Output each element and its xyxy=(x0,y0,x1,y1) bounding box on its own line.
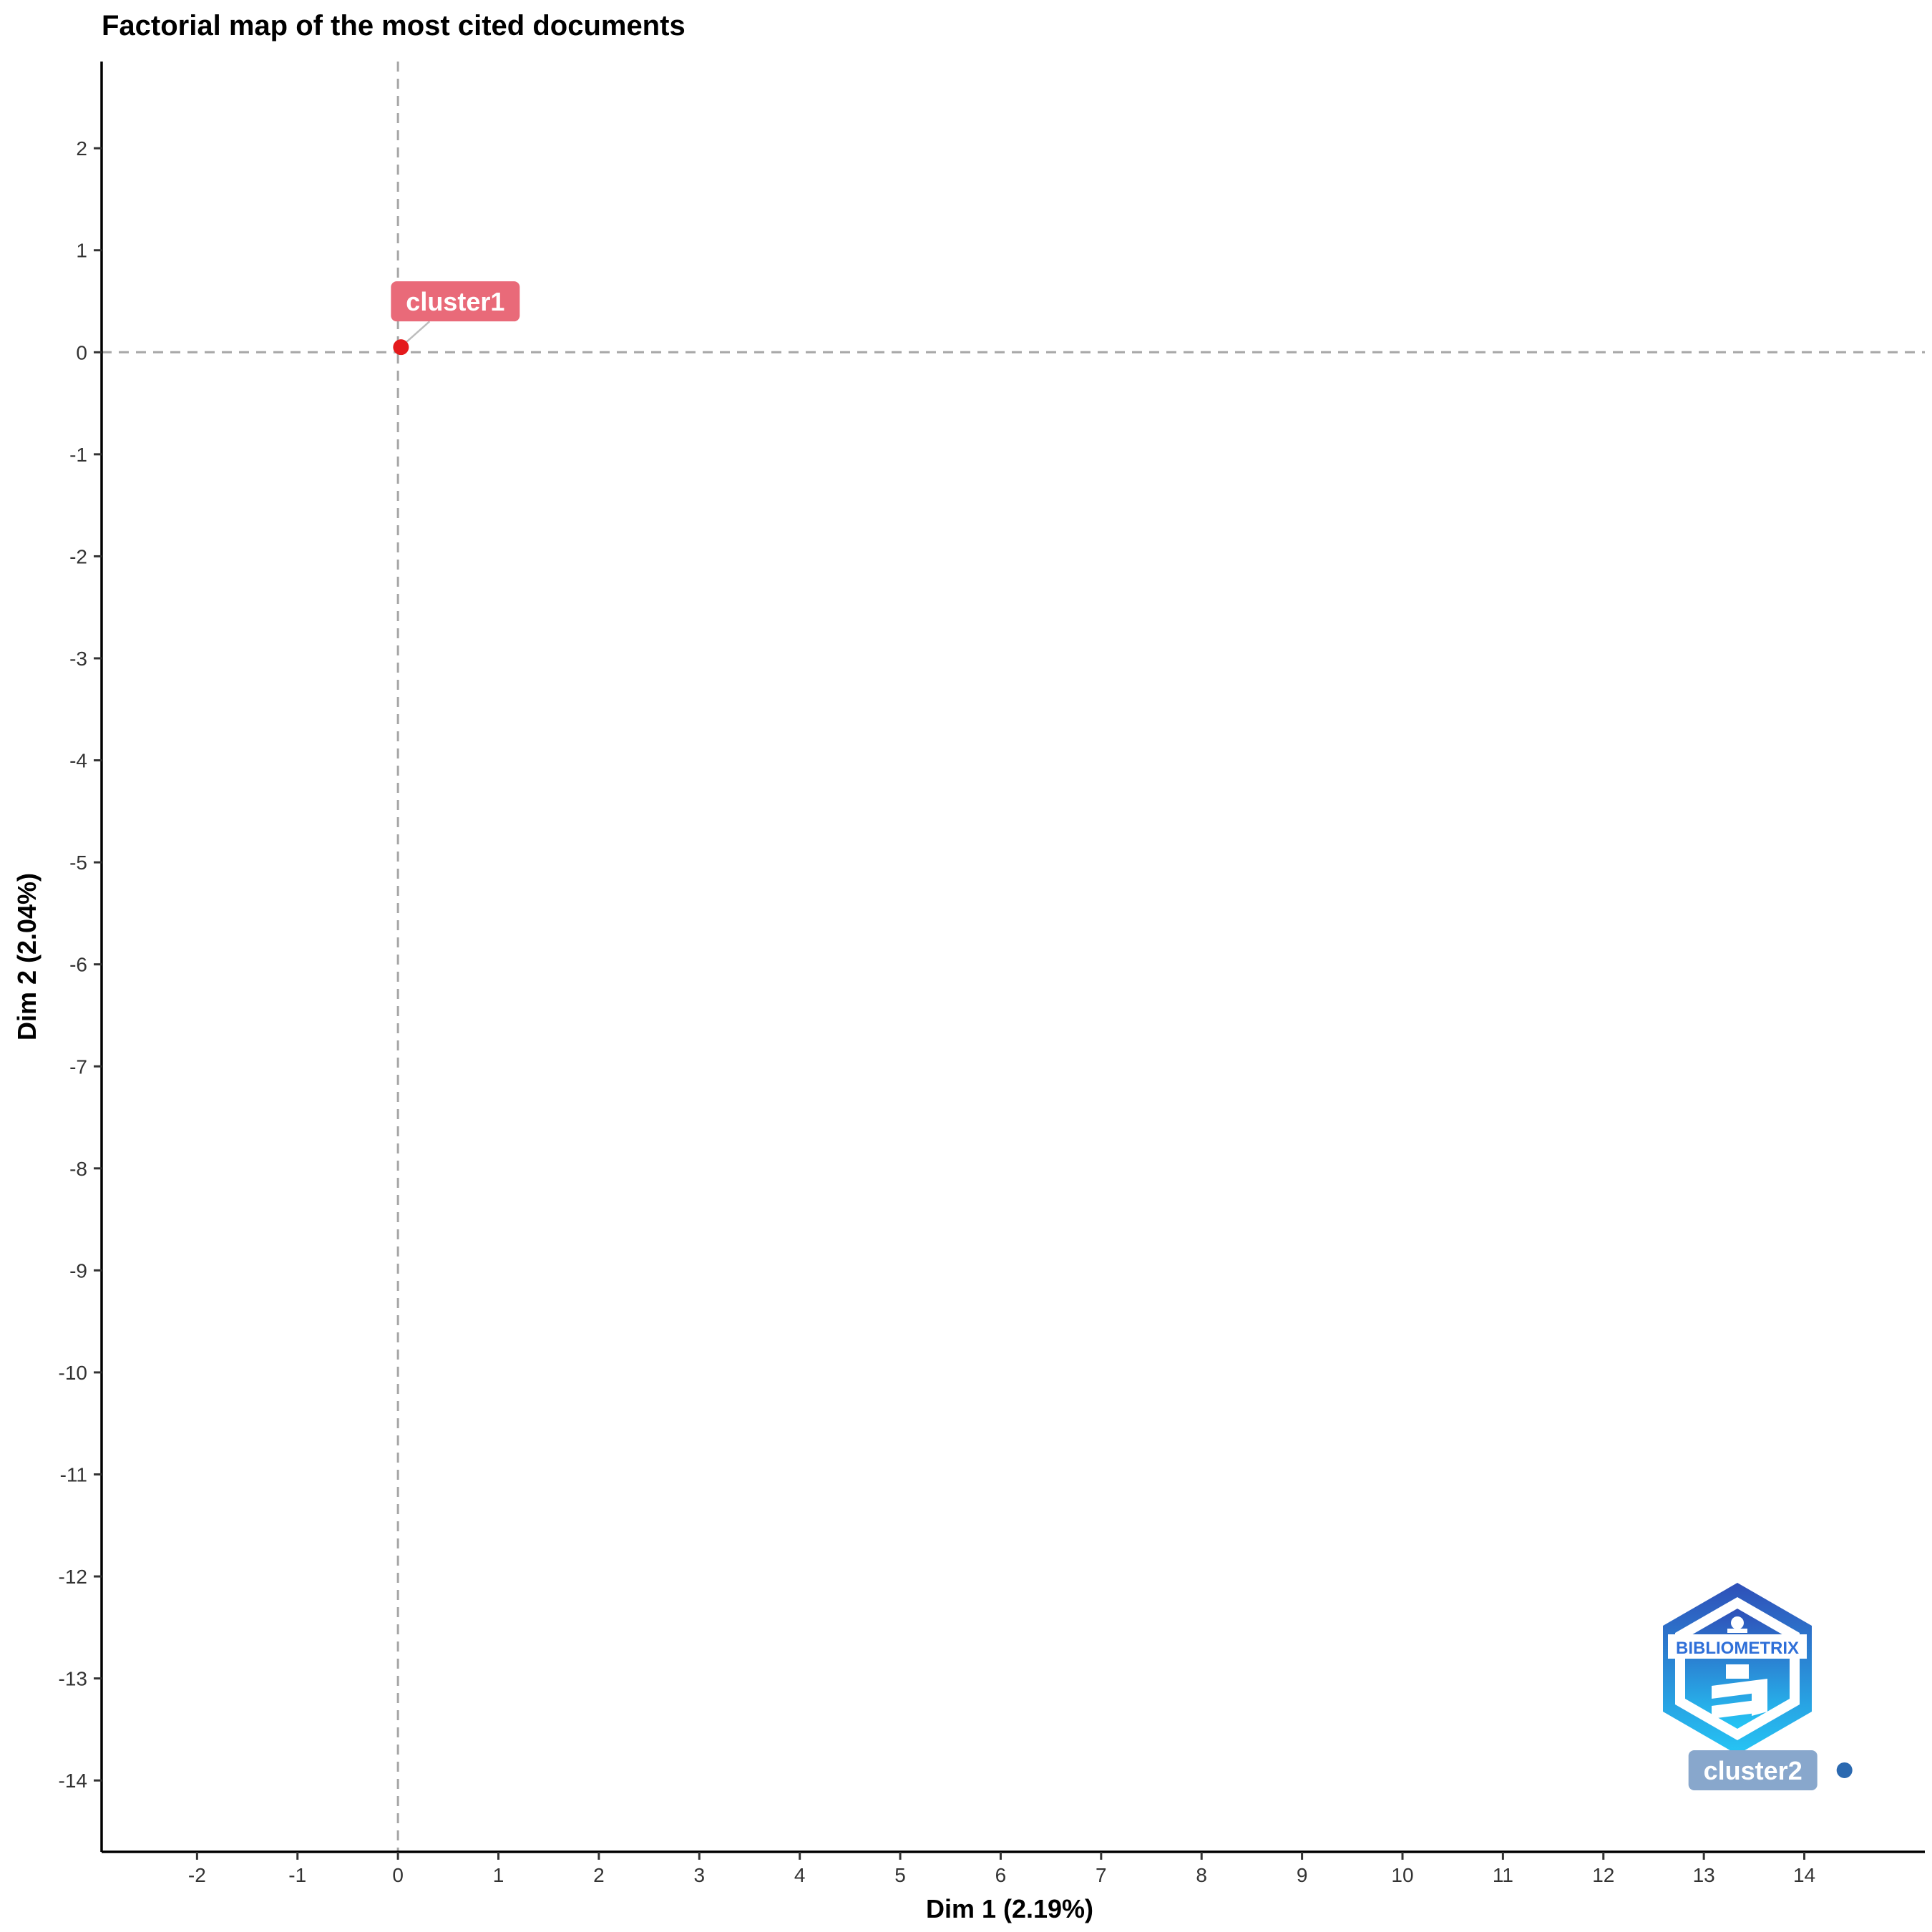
point-group-cluster1: cluster1 xyxy=(391,281,520,356)
bibliometrix-logo: BIBLIOMETRIX xyxy=(1663,1583,1812,1755)
y-tick-label: -8 xyxy=(69,1158,87,1180)
data-point xyxy=(393,339,409,356)
label-leader-line xyxy=(403,321,431,346)
y-tick-label: -13 xyxy=(59,1668,87,1690)
point-label-box xyxy=(391,281,520,322)
y-tick-label: -1 xyxy=(69,444,87,466)
x-tick-label: 10 xyxy=(1391,1864,1413,1886)
y-tick-label: 1 xyxy=(76,240,87,262)
x-tick-label: 8 xyxy=(1196,1864,1207,1886)
reference-lines xyxy=(102,62,1925,1852)
x-tick-label: 6 xyxy=(995,1864,1007,1886)
x-tick-label: 0 xyxy=(392,1864,404,1886)
y-tick-label: -6 xyxy=(69,954,87,976)
x-tick-label: 9 xyxy=(1297,1864,1308,1886)
x-tick-label: 11 xyxy=(1493,1864,1513,1886)
x-axis-ticks: -2 -1 0 1 2 3 4 5 6 7 8 9 10 11 12 13 14 xyxy=(188,1852,1815,1886)
y-tick-label: 2 xyxy=(76,137,87,160)
point-label-box xyxy=(1688,1750,1818,1790)
point-label: cluster2 xyxy=(1704,1756,1802,1785)
y-tick-label: -4 xyxy=(69,750,87,772)
y-tick-label: -10 xyxy=(59,1362,87,1384)
data-points: cluster1 cluster2 xyxy=(391,281,1853,1790)
x-tick-label: 7 xyxy=(1096,1864,1107,1886)
y-axis-title: Dim 2 (2.04%) xyxy=(12,873,42,1040)
y-tick-label: -14 xyxy=(59,1770,87,1792)
y-tick-label: -5 xyxy=(69,852,87,874)
y-tick-label: -3 xyxy=(69,648,87,670)
y-tick-label: 0 xyxy=(76,341,87,364)
y-tick-label: -9 xyxy=(69,1259,87,1282)
x-tick-label: 12 xyxy=(1592,1864,1614,1886)
x-tick-label: 4 xyxy=(794,1864,806,1886)
axes xyxy=(100,62,1925,1853)
y-tick-label: -11 xyxy=(60,1464,87,1486)
y-tick-label: -12 xyxy=(59,1566,87,1588)
y-axis-ticks: 2 1 0 -1 -2 -3 -4 -5 -6 -7 -8 -9 -10 -11 -12 -13 -14 xyxy=(59,137,102,1792)
x-tick-label: 2 xyxy=(593,1864,605,1886)
y-tick-label: -2 xyxy=(69,545,87,567)
x-tick-label: 14 xyxy=(1793,1864,1815,1886)
x-tick-label: 5 xyxy=(894,1864,906,1886)
data-point xyxy=(1836,1762,1853,1778)
logo-text: BIBLIOMETRIX xyxy=(1676,1639,1799,1658)
x-tick-label: -1 xyxy=(288,1864,306,1886)
x-tick-label: 13 xyxy=(1693,1864,1715,1886)
y-tick-label: -7 xyxy=(69,1055,87,1078)
x-tick-label: -2 xyxy=(188,1864,206,1886)
chart-title: Factorial map of the most cited document… xyxy=(102,10,686,42)
x-tick-label: 3 xyxy=(694,1864,706,1886)
point-label: cluster1 xyxy=(406,287,504,316)
x-axis-title: Dim 1 (2.19%) xyxy=(926,1894,1093,1923)
x-tick-label: 1 xyxy=(493,1864,504,1886)
point-group-cluster2: cluster2 xyxy=(1688,1750,1853,1790)
